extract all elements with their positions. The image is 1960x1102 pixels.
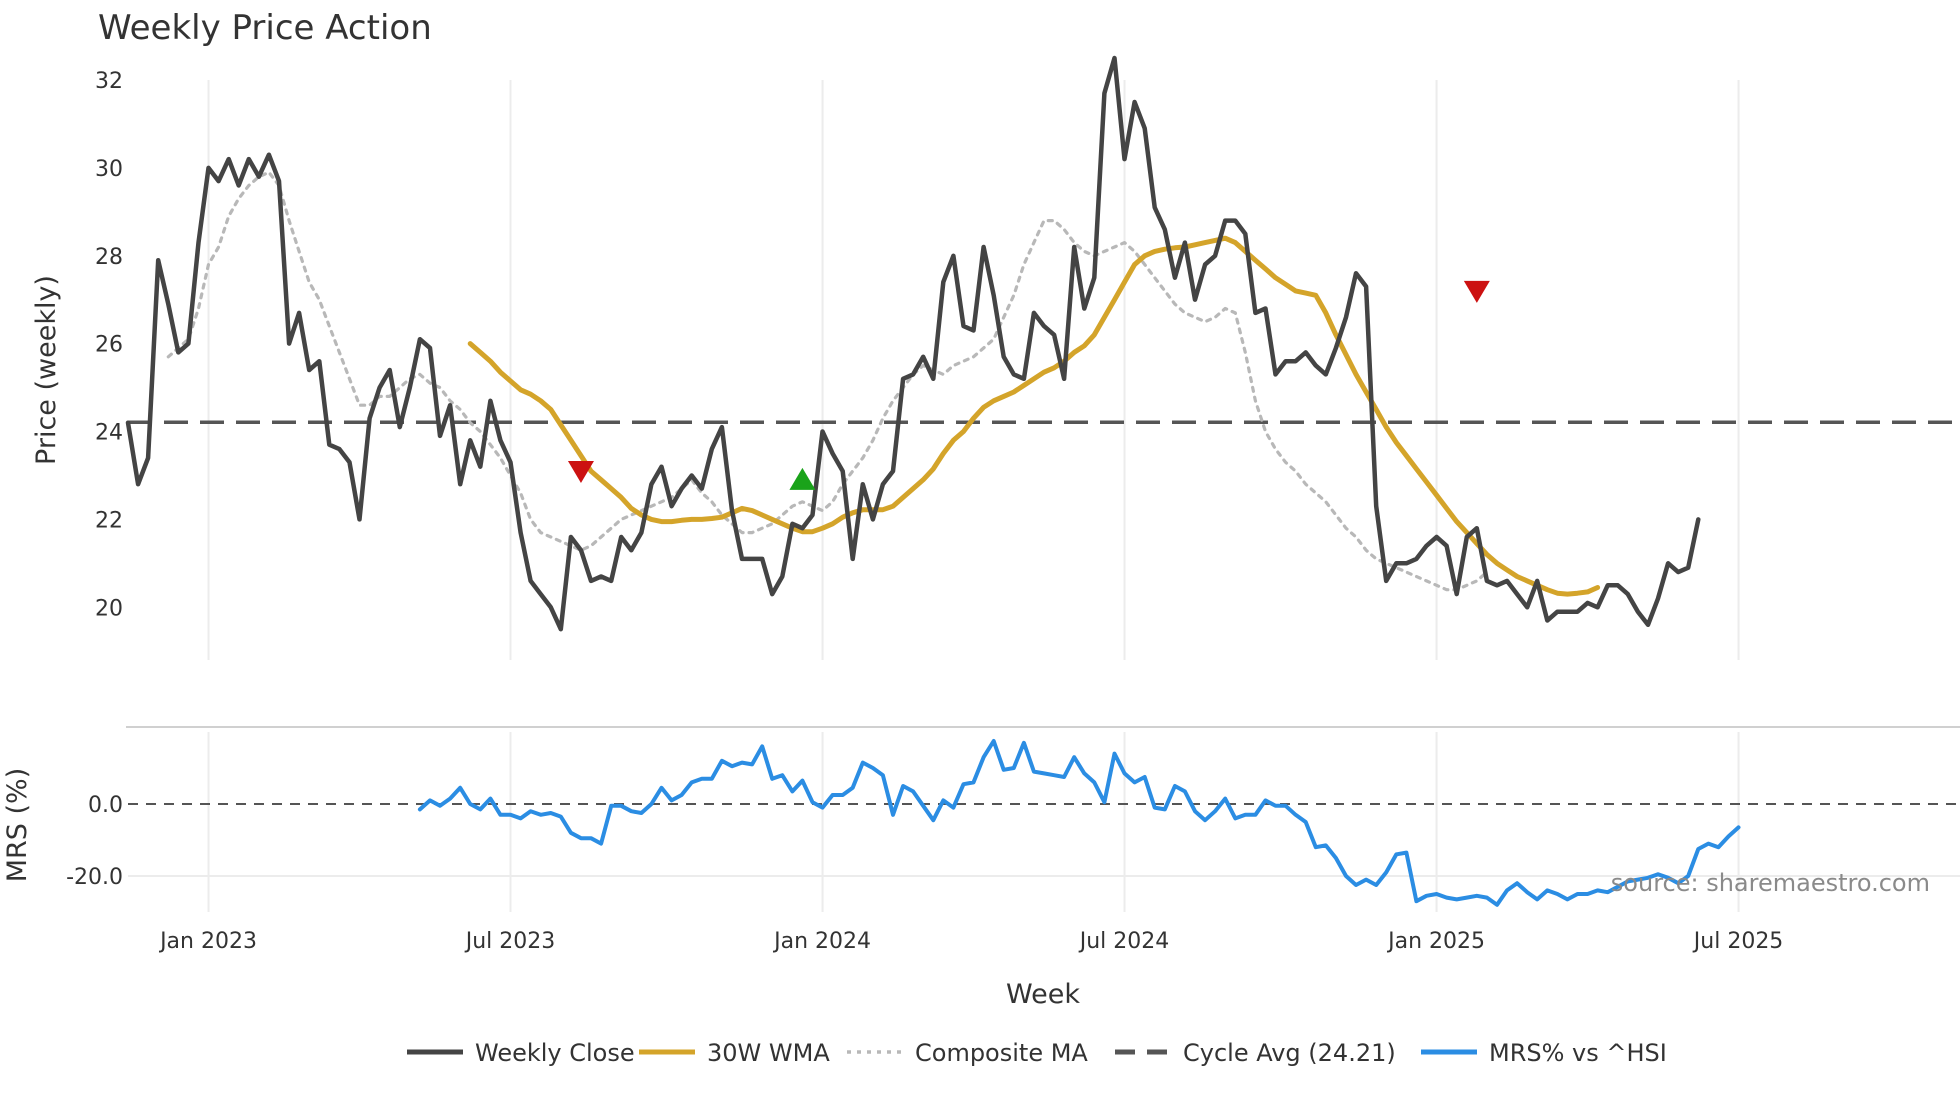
price-y-tick-label: 24 <box>95 421 123 446</box>
price-y-tick-label: 30 <box>95 157 123 182</box>
x-tick-label: Jan 2024 <box>772 929 871 954</box>
source-label: source: sharemaestro.com <box>1611 869 1930 897</box>
mrs-vs-hsi-line <box>417 739 1741 907</box>
x-tick-label: Jul 2023 <box>464 929 556 954</box>
x-tick-label: Jan 2023 <box>158 929 257 954</box>
signal-markers <box>567 280 1490 490</box>
legend: Weekly Close 30W WMA Composite MA Cycle Avg… <box>407 1039 1667 1067</box>
price-y-ticks: 20 22 24 26 28 30 32 <box>95 69 123 621</box>
chart-title: Weekly Price Action <box>98 8 432 48</box>
buy-signal-marker <box>789 467 816 490</box>
legend-label-mrs-vs-hsi: MRS% vs ^HSI <box>1489 1039 1667 1067</box>
price-y-tick-label: 26 <box>95 333 123 358</box>
price-y-tick-label: 22 <box>95 508 123 533</box>
x-tick-label: Jan 2025 <box>1386 929 1485 954</box>
price-y-tick-label: 20 <box>95 596 123 621</box>
price-series-layer <box>125 55 1960 632</box>
price-y-axis-label: Price (weekly) <box>31 275 62 465</box>
legend-label-weekly-close: Weekly Close <box>475 1039 635 1067</box>
30w-wma-line <box>467 235 1601 597</box>
mrs-y-axis-label: MRS (%) <box>2 768 33 883</box>
mrs-y-tick-label: -20.0 <box>66 865 123 890</box>
x-tick-label: Jul 2024 <box>1078 929 1170 954</box>
legend-label-cycle-avg-24-21: Cycle Avg (24.21) <box>1183 1039 1396 1067</box>
price-panel-grid <box>207 80 1740 660</box>
x-axis-ticks: Jan 2023 Jul 2023 Jan 2024 Jul 2024 Jan 2025… <box>158 929 1783 954</box>
sell-signal-marker <box>1463 280 1490 303</box>
price-y-tick-label: 32 <box>95 69 123 94</box>
sell-signal-marker <box>567 461 594 484</box>
composite-ma-line <box>166 170 1489 592</box>
legend-label-composite-ma: Composite MA <box>915 1039 1088 1067</box>
mrs-series-layer <box>128 739 1960 907</box>
mrs-y-tick-label: 0.0 <box>88 793 123 818</box>
legend-label-30w-wma: 30W WMA <box>707 1039 830 1067</box>
price-y-tick-label: 28 <box>95 245 123 270</box>
weekly-close-line <box>125 55 1701 632</box>
x-axis-label: Week <box>1006 979 1080 1010</box>
mrs-y-ticks: 0.0 -20.0 <box>66 793 123 890</box>
x-tick-label: Jul 2025 <box>1692 929 1784 954</box>
